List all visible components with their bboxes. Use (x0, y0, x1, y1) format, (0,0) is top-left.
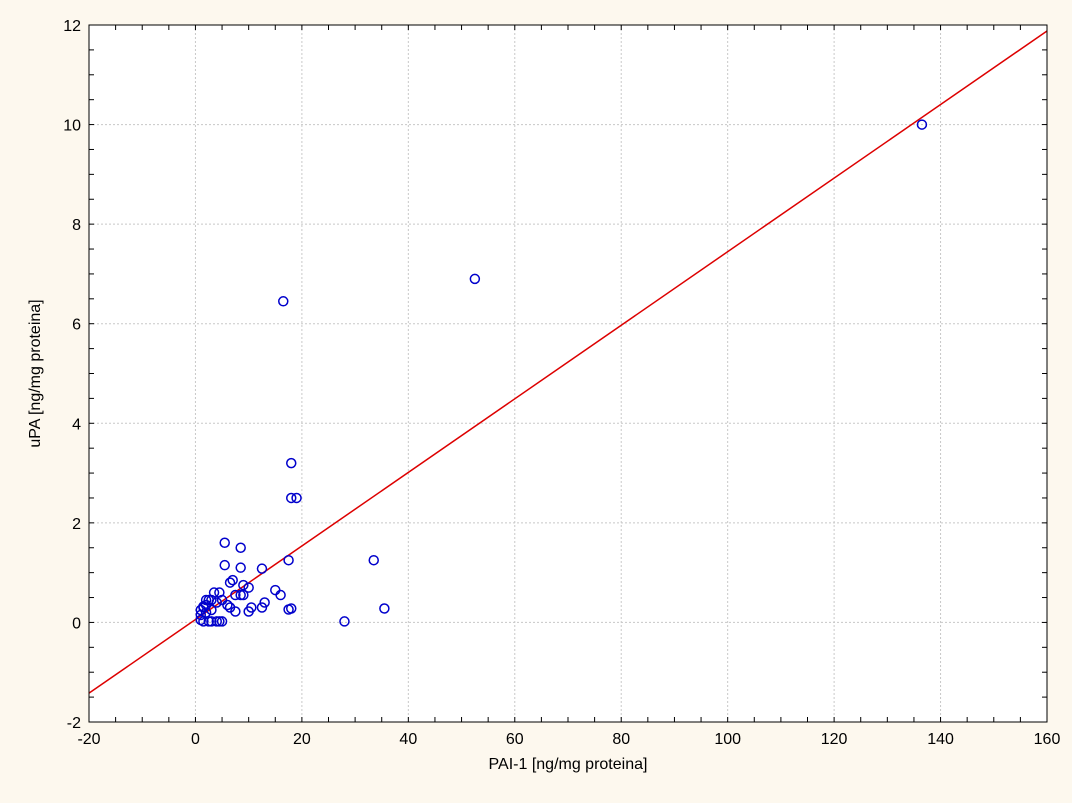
y-tick-label: 0 (72, 615, 81, 632)
plot-frame (88, 24, 1048, 723)
y-tick-label: 2 (72, 516, 81, 533)
data-point (243, 606, 254, 617)
data-point (222, 599, 233, 611)
x-tick-label: 20 (293, 731, 311, 748)
y-tick-labels: -2 0 2 4 6 8 10 12 (63, 18, 81, 732)
data-point (278, 296, 289, 307)
data-point (275, 589, 286, 601)
data-point (235, 542, 246, 553)
data-point (379, 603, 390, 614)
data-point (230, 589, 241, 601)
data-point (238, 579, 249, 591)
data-points (195, 119, 928, 627)
x-axis-title: PAI-1 [ng/mg proteina] (489, 756, 648, 773)
data-point (224, 577, 236, 588)
data-point (219, 537, 230, 549)
x-tick-label: 80 (612, 731, 630, 748)
x-tick-label: 160 (1034, 731, 1061, 748)
data-point (259, 597, 270, 608)
x-tick-label: 40 (399, 731, 417, 748)
y-tick-label: 12 (63, 18, 81, 35)
y-tick-label: 8 (72, 217, 81, 234)
data-point (216, 616, 228, 627)
data-point (206, 604, 217, 616)
data-point (195, 604, 207, 616)
data-point (916, 119, 928, 130)
data-point (195, 614, 207, 626)
data-point (195, 609, 207, 621)
data-point (235, 562, 246, 573)
y-axis-title: uPA [ng/mg proteina] (27, 299, 44, 447)
data-point (283, 554, 294, 566)
y-tick-label: 6 (72, 317, 81, 334)
x-tick-label: 140 (927, 731, 954, 748)
data-point (256, 563, 268, 574)
x-tick-label: 120 (821, 731, 848, 748)
x-tick-label: -20 (77, 731, 100, 748)
x-tick-label: 0 (191, 731, 200, 748)
data-point (283, 604, 294, 615)
y-tick-label: 4 (72, 416, 81, 433)
data-point (211, 597, 222, 608)
grid (89, 25, 1047, 722)
x-tick-label: 100 (714, 731, 741, 748)
data-point (339, 616, 350, 627)
data-point (285, 457, 297, 469)
y-tick-label: -2 (67, 715, 81, 732)
data-point (256, 602, 268, 613)
data-point (291, 492, 302, 504)
data-point (469, 273, 481, 285)
data-point (219, 559, 230, 571)
data-point (230, 606, 241, 617)
data-point (243, 582, 254, 593)
x-tick-labels: -20 0 20 40 60 80 100 120 140 160 (77, 731, 1060, 748)
y-tick-label: 10 (63, 118, 81, 135)
data-point (227, 574, 238, 586)
data-point (285, 492, 297, 504)
data-point (368, 554, 379, 566)
data-point (238, 589, 249, 601)
data-point (206, 616, 217, 627)
x-tick-label: 60 (506, 731, 524, 748)
